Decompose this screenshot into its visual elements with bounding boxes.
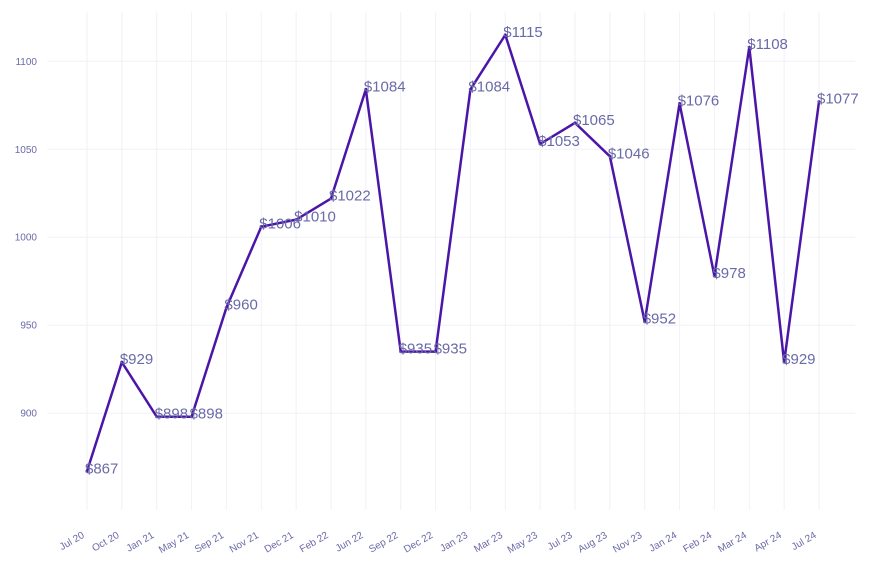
data-point [190, 415, 194, 419]
grid [47, 12, 855, 510]
data-point [364, 87, 368, 91]
x-tick-label: Jan 24 [648, 530, 680, 555]
y-axis: 900 950 1000 1050 1100 [15, 57, 38, 420]
x-tick-label: Nov 23 [611, 530, 644, 556]
data-point [643, 320, 647, 324]
data-point [608, 154, 612, 158]
data-point [434, 350, 438, 354]
data-point [573, 121, 577, 125]
y-tick-label: 1050 [15, 145, 38, 156]
x-tick-label: Jul 23 [546, 530, 575, 553]
x-tick-label: Oct 20 [90, 530, 121, 554]
data-label: $1084 [364, 78, 406, 95]
data-point [468, 87, 472, 91]
data-label: $1006 [259, 216, 301, 233]
x-tick-label: Jun 22 [334, 530, 366, 555]
data-point [538, 142, 542, 146]
x-tick-label: May 23 [506, 530, 540, 556]
x-tick-label: Feb 22 [298, 530, 331, 555]
data-label: $898 [155, 406, 188, 423]
x-tick-label: Jul 24 [790, 530, 819, 553]
series-layer [85, 33, 821, 473]
data-label: $1053 [538, 133, 580, 150]
data-point [782, 360, 786, 364]
data-label: $952 [643, 311, 676, 328]
x-tick-label: Dec 22 [402, 530, 435, 556]
data-point [329, 197, 333, 201]
data-point [120, 360, 124, 364]
data-point [503, 33, 507, 37]
data-label: $1010 [294, 209, 336, 226]
data-point [678, 102, 682, 106]
data-label: $1108 [747, 36, 788, 53]
data-labels: $867 $929 $898 $898 $960 $1006$1010 $1022 $1084… [85, 24, 859, 477]
x-tick-label: Mar 24 [716, 530, 749, 555]
data-label: $898 [190, 406, 223, 423]
x-tick-label: Jan 23 [438, 530, 470, 555]
x-axis: Jul 20 Oct 20 Jan 21 May 21 Sep 21 Nov 21 Dec … [58, 530, 819, 556]
data-label: $1076 [678, 93, 720, 110]
data-point [712, 274, 716, 278]
x-tick-label: Feb 24 [681, 530, 714, 555]
data-label: $960 [224, 297, 257, 314]
data-label: $1115 [503, 24, 543, 41]
x-tick-label: Aug 23 [576, 530, 609, 556]
y-tick-label: 900 [20, 409, 37, 420]
series-line [85, 33, 821, 473]
data-point [294, 218, 298, 222]
y-tick-label: 1000 [15, 233, 38, 244]
data-label: $1046 [608, 145, 650, 162]
data-point [399, 350, 403, 354]
data-label: $1084 [468, 78, 510, 95]
data-point [155, 415, 159, 419]
x-tick-label: Sep 22 [367, 530, 400, 556]
data-point [817, 100, 821, 104]
data-label: $929 [120, 351, 153, 368]
data-label: $935 [434, 341, 467, 358]
data-point [224, 306, 228, 310]
x-tick-label: Apr 24 [753, 530, 784, 554]
x-tick-label: Jul 20 [58, 530, 87, 553]
data-label: $935 [399, 341, 432, 358]
x-tick-label: Nov 21 [228, 530, 261, 556]
x-tick-label: May 21 [157, 530, 191, 556]
data-label: $1065 [573, 112, 615, 129]
x-tick-label: Dec 21 [263, 530, 296, 556]
data-label: $929 [782, 351, 815, 368]
data-point [85, 469, 89, 473]
y-tick-label: 1100 [15, 57, 37, 68]
data-label: $867 [85, 460, 118, 477]
data-label: $1022 [329, 188, 371, 205]
data-point [747, 45, 751, 49]
data-label: $978 [712, 265, 745, 282]
data-label: $1077 [817, 91, 859, 108]
x-tick-label: Sep 21 [193, 530, 226, 556]
y-tick-label: 950 [20, 321, 37, 332]
data-point [259, 225, 263, 229]
x-tick-label: Mar 23 [472, 530, 505, 555]
x-tick-label: Jan 21 [125, 530, 157, 555]
